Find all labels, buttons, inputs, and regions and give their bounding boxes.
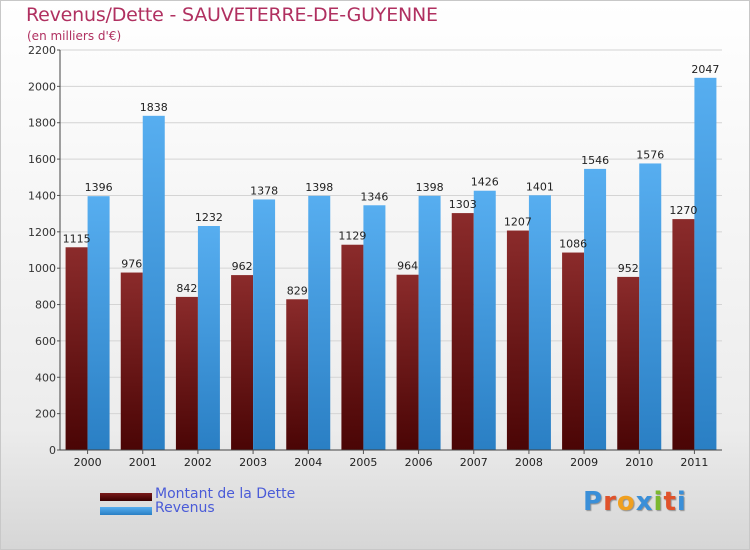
bar-revenus <box>253 199 276 450</box>
x-tick-label: 2011 <box>680 456 708 469</box>
y-tick-label: 800 <box>35 299 56 312</box>
x-tick-label: 2003 <box>239 456 267 469</box>
data-label-revenus: 1398 <box>305 181 333 194</box>
x-tick-label: 2001 <box>129 456 157 469</box>
bar-dette <box>65 247 88 450</box>
bar-revenus <box>473 190 496 450</box>
data-label-revenus: 1426 <box>471 176 499 189</box>
chart-title: Revenus/Dette - SAUVETERRE-DE-GUYENNE <box>26 4 438 26</box>
data-label-dette: 1129 <box>338 230 366 243</box>
bar-revenus <box>639 163 662 451</box>
y-tick-label: 0 <box>49 444 56 457</box>
bar-revenus <box>197 226 220 450</box>
data-label-revenus: 1378 <box>250 184 278 197</box>
data-label-dette: 1115 <box>63 232 91 245</box>
data-label-dette: 829 <box>287 284 308 297</box>
y-tick-label: 1200 <box>28 226 56 239</box>
logo-letter: x <box>635 487 654 517</box>
y-tick-label: 1400 <box>28 189 56 202</box>
bar-revenus <box>418 195 441 450</box>
x-tick-label: 2007 <box>460 456 488 469</box>
logo-letter: i <box>653 487 664 517</box>
x-tick-label: 2009 <box>570 456 598 469</box>
data-label-dette: 952 <box>618 262 639 275</box>
bar-dette <box>120 272 143 450</box>
bar-dette <box>175 296 198 450</box>
proxiti-logo: Proxiti <box>583 487 687 517</box>
legend-label-revenus: Revenus <box>155 500 215 516</box>
bar-dette <box>396 274 419 450</box>
bar-revenus <box>584 168 607 450</box>
x-tick-label: 2006 <box>405 456 433 469</box>
bar-dette <box>506 230 529 450</box>
data-label-revenus: 1838 <box>140 101 168 114</box>
data-label-dette: 976 <box>121 258 142 271</box>
label-layer: 1115 1396 976 1838 842 1232 962 1378 829 1398 1129… <box>63 63 720 297</box>
data-label-dette: 964 <box>397 260 418 273</box>
data-label-dette: 962 <box>232 260 253 273</box>
legend-swatch-revenus <box>100 507 152 515</box>
data-label-revenus: 1398 <box>416 181 444 194</box>
bar-revenus <box>142 115 165 451</box>
data-label-revenus: 1401 <box>526 180 554 193</box>
data-label-revenus: 1346 <box>360 190 388 203</box>
axis-layer: 0 200 400 600 800 1000 1200 1400 1600 1800 2000 220… <box>28 44 722 469</box>
data-label-dette: 1086 <box>559 238 587 251</box>
logo-letter: r <box>603 487 617 517</box>
y-tick-label: 2200 <box>28 44 56 57</box>
y-tick-label: 2000 <box>28 80 56 93</box>
bar-revenus <box>87 196 110 450</box>
data-label-revenus: 1576 <box>636 148 664 161</box>
bar-dette <box>341 244 364 450</box>
bar-dette <box>231 275 254 450</box>
bar-dette <box>617 276 640 450</box>
bar-dette <box>562 252 585 450</box>
data-label-revenus: 1546 <box>581 154 609 167</box>
grid-layer <box>60 49 722 415</box>
x-tick-label: 2005 <box>349 456 377 469</box>
chart-subtitle: (en milliers d'€) <box>27 29 122 43</box>
data-label-revenus: 1396 <box>85 181 113 194</box>
data-label-dette: 1303 <box>449 198 477 211</box>
logo-letter: o <box>616 487 636 517</box>
logo-letter: P <box>583 487 604 517</box>
legend-swatch-debt <box>100 493 152 501</box>
data-label-dette: 842 <box>176 282 197 295</box>
y-tick-label: 200 <box>35 408 56 421</box>
y-tick-label: 1600 <box>28 153 56 166</box>
y-tick-label: 1800 <box>28 117 56 130</box>
x-tick-label: 2002 <box>184 456 212 469</box>
y-tick-label: 1000 <box>28 262 56 275</box>
data-label-revenus: 1232 <box>195 211 223 224</box>
y-tick-label: 400 <box>35 371 56 384</box>
bar-revenus <box>308 195 331 450</box>
bar-revenus <box>528 195 551 450</box>
x-tick-label: 2010 <box>625 456 653 469</box>
x-tick-label: 2000 <box>74 456 102 469</box>
y-tick-label: 600 <box>35 335 56 348</box>
data-label-revenus: 2047 <box>691 63 719 76</box>
logo-letter: t <box>663 487 677 517</box>
bar-revenus <box>694 77 717 451</box>
x-tick-label: 2008 <box>515 456 543 469</box>
bar-revenus <box>363 205 386 450</box>
data-label-dette: 1270 <box>669 204 697 217</box>
bar-dette <box>451 213 474 450</box>
bar-layer <box>65 77 717 451</box>
legend-label-debt: Montant de la Dette <box>155 486 296 502</box>
data-label-dette: 1207 <box>504 216 532 229</box>
bar-dette <box>286 299 309 450</box>
x-tick-label: 2004 <box>294 456 322 469</box>
bar-dette <box>672 219 695 450</box>
logo-letter: i <box>676 487 687 517</box>
